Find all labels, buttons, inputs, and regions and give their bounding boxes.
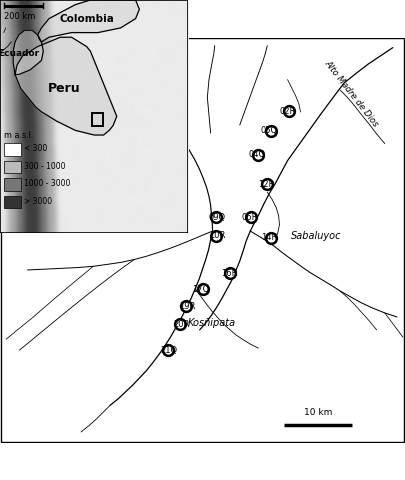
Bar [4,161,21,173]
Point [227,269,233,277]
Text: 02R: 02R [280,107,296,116]
Bar [4,143,21,156]
Text: 21Q: 21Q [161,346,178,355]
Text: 17Q: 17Q [192,285,210,294]
Text: 09Q: 09Q [209,213,226,222]
Point [267,127,274,134]
Text: 14R: 14R [262,233,278,242]
Point [177,321,183,328]
Text: Peru: Peru [48,82,80,95]
Point [199,286,206,293]
Text: Kosñipata: Kosñipata [188,318,235,328]
Polygon shape [15,37,117,135]
Text: 1000 - 3000: 1000 - 3000 [24,180,71,189]
Bar [92,113,102,126]
Text: 19R: 19R [179,302,195,311]
Text: 06R: 06R [242,213,258,222]
Text: 12R: 12R [258,180,275,189]
Bar [4,195,21,208]
Text: m a.s.l.: m a.s.l. [4,131,33,140]
Text: 200 km: 200 km [4,12,35,21]
Text: > 3000: > 3000 [24,197,53,206]
Text: 05Q: 05Q [261,126,278,135]
Text: 10 km: 10 km [304,408,332,417]
Text: Alto Madre de Dios: Alto Madre de Dios [323,59,380,128]
Point [213,214,220,221]
Text: 20R: 20R [173,320,189,329]
Text: 16R: 16R [221,269,237,278]
Text: 300 - 1000: 300 - 1000 [24,162,66,171]
Point [213,232,220,240]
Polygon shape [13,30,43,74]
FancyBboxPatch shape [1,38,404,442]
Point [255,151,262,159]
FancyBboxPatch shape [0,0,188,233]
Text: < 300: < 300 [24,144,48,154]
Text: Piñi Piñi: Piñi Piñi [133,100,165,137]
Polygon shape [38,0,139,42]
Point [183,302,190,310]
Text: 04Q: 04Q [249,150,266,159]
Text: Colombia: Colombia [59,13,114,24]
Text: Ecuador: Ecuador [0,49,39,58]
Text: Sabaluyoc: Sabaluyoc [291,231,341,241]
Point [165,347,171,354]
Point [264,180,271,188]
Point [248,214,254,221]
Bar [4,178,21,191]
Point [267,234,274,242]
Text: 10R: 10R [209,231,225,240]
Point [286,108,292,115]
